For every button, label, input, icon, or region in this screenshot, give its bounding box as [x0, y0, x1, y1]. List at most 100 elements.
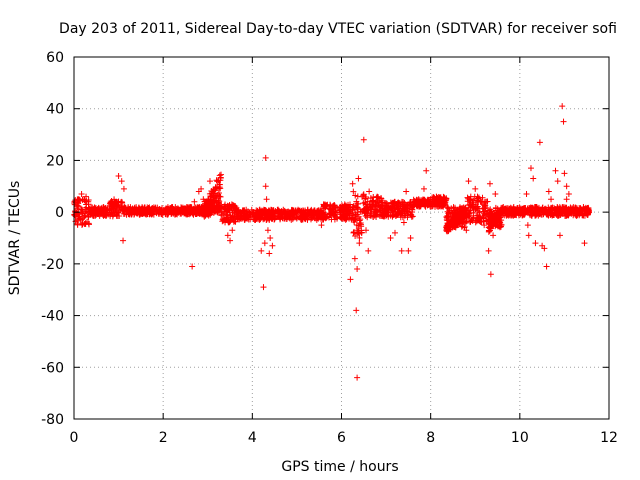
data-point — [328, 216, 335, 223]
data-point — [311, 208, 318, 215]
data-point — [387, 235, 394, 241]
data-point — [378, 203, 385, 210]
data-point — [347, 201, 353, 208]
y-tick-label: 40 — [46, 102, 64, 118]
y-tick-label: 20 — [46, 153, 64, 169]
data-point — [389, 207, 396, 214]
data-point — [83, 193, 90, 200]
data-point — [94, 208, 101, 215]
data-point — [144, 204, 151, 211]
data-point — [218, 204, 225, 211]
data-point — [343, 210, 350, 217]
data-point — [446, 208, 453, 215]
data-point — [318, 222, 325, 229]
data-point — [565, 210, 572, 217]
data-point — [149, 206, 156, 213]
x-tick-label: 10 — [511, 430, 529, 446]
data-point — [290, 215, 297, 222]
data-point — [264, 227, 271, 234]
data-point — [445, 224, 452, 231]
data-point — [484, 198, 491, 205]
data-point — [399, 201, 406, 208]
data-point — [350, 229, 357, 236]
data-point — [474, 216, 481, 223]
data-point — [468, 202, 475, 209]
data-point — [222, 216, 229, 223]
data-point — [570, 204, 577, 211]
data-point — [117, 199, 124, 206]
data-point — [353, 307, 360, 314]
data-point — [581, 240, 588, 247]
data-point — [258, 247, 265, 254]
data-point — [354, 200, 361, 207]
data-point — [354, 374, 361, 381]
data-point — [364, 198, 371, 205]
data-point — [462, 204, 469, 211]
data-point — [194, 206, 201, 213]
data-point — [354, 193, 361, 200]
data-point — [229, 227, 236, 234]
data-point — [103, 207, 110, 214]
y-axis-label: SDTVAR / TECUs — [7, 181, 23, 296]
data-point — [153, 207, 160, 214]
data-point — [350, 188, 357, 195]
data-point — [165, 210, 172, 217]
x-tick-label: 6 — [337, 430, 346, 446]
grid — [74, 57, 609, 419]
data-point — [164, 204, 171, 211]
data-point — [334, 214, 341, 221]
data-point — [470, 207, 477, 214]
data-point — [416, 203, 423, 210]
data-point — [82, 212, 89, 219]
data-point — [521, 205, 528, 212]
data-point — [226, 218, 233, 225]
data-point — [560, 207, 567, 214]
data-point — [464, 194, 471, 201]
data-point — [189, 263, 196, 270]
data-point — [297, 208, 304, 215]
data-point — [244, 215, 251, 222]
data-point — [563, 196, 570, 203]
data-point — [218, 211, 225, 218]
data-point — [262, 183, 269, 190]
data-point — [313, 216, 320, 223]
data-point — [156, 208, 163, 215]
data-point — [524, 222, 531, 229]
data-point — [218, 171, 225, 178]
data-point — [522, 206, 529, 213]
axis-ticks: 0 2 4 6 8 10 12 -80 -60 -40 -20 0 20 40 60 — [41, 50, 618, 446]
data-point — [505, 205, 512, 212]
data-point — [520, 211, 527, 218]
data-point — [492, 191, 499, 198]
x-tick-label: 8 — [426, 430, 435, 446]
data-point — [98, 210, 105, 217]
data-point — [120, 237, 127, 244]
data-point — [216, 193, 223, 200]
data-point — [397, 214, 404, 221]
data-point — [206, 178, 213, 185]
data-point — [398, 198, 405, 205]
data-point — [227, 237, 234, 244]
data-point — [262, 154, 269, 161]
y-tick-label: -20 — [41, 257, 64, 273]
data-point — [420, 185, 427, 192]
data-point — [301, 209, 308, 216]
data-point — [407, 211, 414, 218]
data-point — [474, 208, 481, 215]
data-point — [215, 189, 222, 196]
data-point — [300, 210, 307, 217]
data-point — [72, 197, 79, 204]
data-point — [418, 197, 425, 204]
data-point — [276, 208, 283, 215]
data-point — [538, 211, 545, 218]
data-point — [264, 211, 271, 218]
data-point — [561, 170, 568, 177]
data-point — [377, 195, 384, 202]
data-point — [342, 202, 349, 209]
data-point — [374, 193, 381, 200]
data-point — [390, 200, 397, 207]
data-point — [470, 197, 477, 204]
data-point — [432, 201, 439, 208]
data-point — [409, 203, 416, 210]
data-point — [556, 232, 563, 239]
